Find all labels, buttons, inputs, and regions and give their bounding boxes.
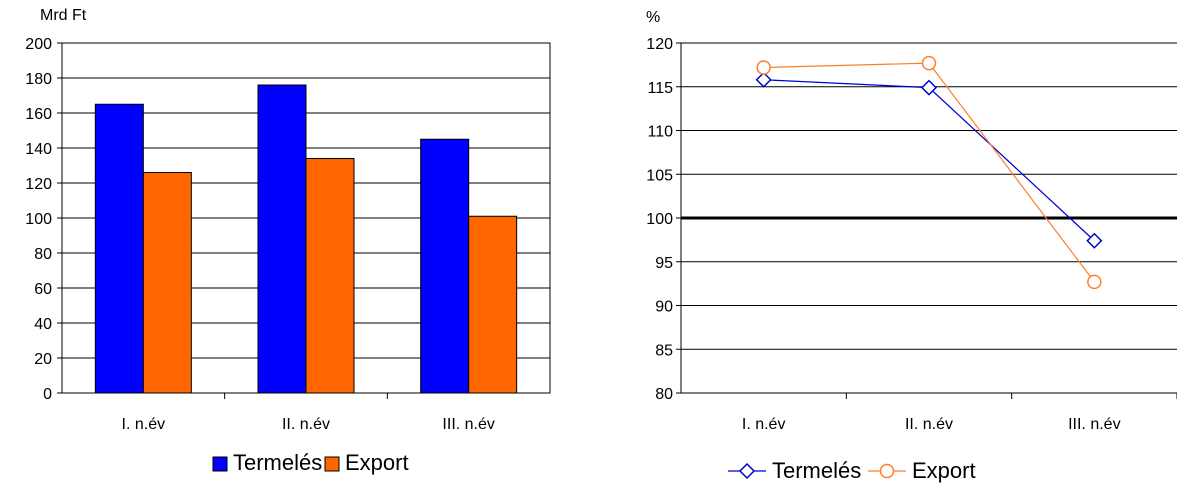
y-tick-label: 85: [655, 342, 673, 359]
legend-label: Export: [912, 458, 976, 483]
y-tick-label: 0: [43, 386, 52, 403]
line-chart-index: % 80 85 90 95 100 105 110 115 120 I. n.év II. n.év I…: [646, 9, 1177, 483]
point-export: [921, 55, 937, 71]
x-tick-label: I. n.év: [742, 416, 786, 433]
bar-termeles: [257, 84, 307, 394]
bar-chart-production-export: Mrd Ft 0 20 40 60 80 100 120 140 160 180 200 I. n.év…: [25, 7, 551, 475]
bar-export: [468, 215, 518, 394]
x-tick-label: III. n.év: [442, 416, 494, 433]
series-line-export: [763, 62, 1095, 283]
legend-marker: [738, 462, 756, 480]
legend-marker: [879, 463, 895, 479]
y-tick-label: 120: [646, 36, 673, 53]
y-tick-label: 200: [25, 36, 52, 53]
y-tick-label: 80: [34, 246, 52, 263]
y-tick-label: 180: [25, 71, 52, 88]
y-tick-label: 100: [25, 211, 52, 228]
y-tick-label: 80: [655, 386, 673, 403]
y-tick-label: 160: [25, 106, 52, 123]
y-axis-unit-label: Mrd Ft: [40, 7, 87, 24]
point-export: [756, 60, 771, 75]
point-export: [1087, 274, 1102, 290]
legend-swatch: [212, 456, 228, 472]
bar-export: [142, 172, 192, 394]
y-tick-label: 90: [655, 299, 673, 316]
y-tick-label: 20: [34, 351, 52, 368]
x-tick-label: II. n.év: [905, 416, 953, 433]
y-tick-label: 100: [646, 211, 673, 228]
legend-label: Termelés: [772, 458, 861, 483]
y-axis-unit-label: %: [646, 9, 660, 26]
y-tick-label: 60: [34, 281, 52, 298]
legend-label: Termelés: [233, 450, 322, 475]
y-tick-label: 140: [25, 141, 52, 158]
point-termeles: [755, 71, 772, 88]
y-tick-label: 40: [34, 316, 52, 333]
point-termeles: [1086, 232, 1103, 249]
x-tick-label: I. n.év: [122, 416, 166, 433]
x-tick-label: II. n.év: [282, 416, 330, 433]
x-tick-label: III. n.év: [1068, 416, 1120, 433]
point-termeles: [920, 79, 938, 96]
y-tick-label: 120: [25, 176, 52, 193]
bar-export: [305, 158, 355, 394]
y-tick-label: 95: [655, 255, 673, 272]
legend-swatch: [324, 456, 340, 472]
y-tick-label: 110: [647, 124, 673, 141]
bar-termeles: [94, 103, 144, 394]
y-tick-label: 105: [646, 167, 673, 184]
y-tick-label: 115: [647, 80, 673, 97]
legend-label: Export: [345, 450, 409, 475]
bar-termeles: [420, 138, 470, 394]
